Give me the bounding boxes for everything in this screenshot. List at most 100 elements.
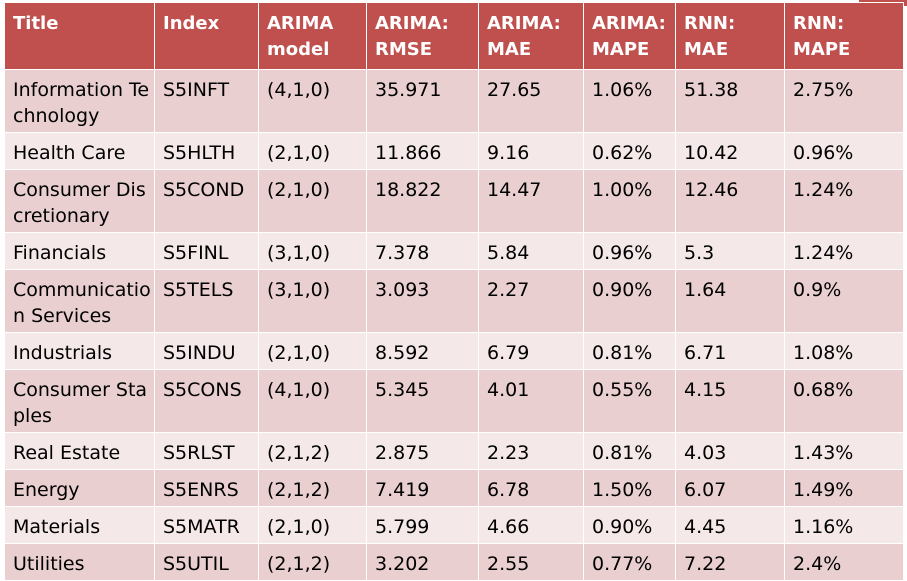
table-row: Communication Services S5TELS (3,1,0) 3.… bbox=[4, 269, 904, 333]
header-arima-model: ARIMA model bbox=[258, 2, 367, 70]
cell-rnn-mae: 6.71 bbox=[675, 332, 785, 370]
header-line1: ARIMA: bbox=[375, 13, 449, 34]
cell-rnn-mape: 1.24% bbox=[784, 232, 904, 270]
header-line1: RNN: bbox=[793, 13, 845, 34]
cell-arima-rmse: 5.799 bbox=[366, 506, 479, 544]
cell-arima-model: (2,1,0) bbox=[258, 169, 367, 233]
cell-title: Materials bbox=[4, 506, 155, 544]
cell-rnn-mape: 0.68% bbox=[784, 369, 904, 433]
table-row: Industrials S5INDU (2,1,0) 8.592 6.79 0.… bbox=[4, 332, 904, 370]
table-row: Materials S5MATR (2,1,0) 5.799 4.66 0.90… bbox=[4, 506, 904, 544]
cell-arima-model: (2,1,2) bbox=[258, 543, 367, 581]
cell-arima-mape: 1.50% bbox=[583, 469, 676, 507]
cell-rnn-mae: 6.07 bbox=[675, 469, 785, 507]
header-row: Title Index ARIMA model ARIMA: RMSE ARIMA:… bbox=[4, 2, 904, 70]
cell-arima-model: (4,1,0) bbox=[258, 69, 367, 133]
cell-rnn-mae: 4.45 bbox=[675, 506, 785, 544]
cell-arima-mae: 4.66 bbox=[478, 506, 584, 544]
cell-title: Consumer Staples bbox=[4, 369, 155, 433]
cell-rnn-mae: 10.42 bbox=[675, 132, 785, 170]
table-row: Utilities S5UTIL (2,1,2) 3.202 2.55 0.77… bbox=[4, 543, 904, 581]
table-row: Consumer Staples S5CONS (4,1,0) 5.345 4.… bbox=[4, 369, 904, 433]
header-line2: model bbox=[267, 39, 330, 60]
cell-title: Consumer Discretionary bbox=[4, 169, 155, 233]
cell-title: Information Technology bbox=[4, 69, 155, 133]
cell-title: Industrials bbox=[4, 332, 155, 370]
cell-arima-mape: 0.81% bbox=[583, 332, 676, 370]
cell-arima-mape: 0.55% bbox=[583, 369, 676, 433]
cell-index: S5UTIL bbox=[154, 543, 259, 581]
cell-index: S5MATR bbox=[154, 506, 259, 544]
cell-title: Utilities bbox=[4, 543, 155, 581]
table-header: Title Index ARIMA model ARIMA: RMSE ARIMA:… bbox=[4, 2, 904, 70]
header-line1: Index bbox=[163, 13, 220, 34]
cell-arima-mape: 1.00% bbox=[583, 169, 676, 233]
cell-rnn-mae: 51.38 bbox=[675, 69, 785, 133]
cell-arima-model: (3,1,0) bbox=[258, 269, 367, 333]
cell-index: S5INDU bbox=[154, 332, 259, 370]
cell-rnn-mape: 1.49% bbox=[784, 469, 904, 507]
cell-index: S5CONS bbox=[154, 369, 259, 433]
cell-rnn-mape: 2.4% bbox=[784, 543, 904, 581]
cell-rnn-mae: 4.03 bbox=[675, 432, 785, 470]
cell-title: Energy bbox=[4, 469, 155, 507]
cell-arima-rmse: 2.875 bbox=[366, 432, 479, 470]
results-table: Title Index ARIMA model ARIMA: RMSE ARIMA:… bbox=[4, 2, 904, 581]
cell-rnn-mape: 2.75% bbox=[784, 69, 904, 133]
cell-index: S5COND bbox=[154, 169, 259, 233]
cell-arima-mape: 0.77% bbox=[583, 543, 676, 581]
cell-arima-mae: 27.65 bbox=[478, 69, 584, 133]
cell-arima-model: (3,1,0) bbox=[258, 232, 367, 270]
cell-rnn-mape: 0.9% bbox=[784, 269, 904, 333]
header-title: Title bbox=[4, 2, 155, 70]
table-row: Real Estate S5RLST (2,1,2) 2.875 2.23 0.… bbox=[4, 432, 904, 470]
cell-index: S5ENRS bbox=[154, 469, 259, 507]
cell-arima-mae: 6.78 bbox=[478, 469, 584, 507]
cell-arima-mae: 4.01 bbox=[478, 369, 584, 433]
cell-arima-rmse: 18.822 bbox=[366, 169, 479, 233]
cell-rnn-mae: 4.15 bbox=[675, 369, 785, 433]
header-rnn-mape: RNN: MAPE bbox=[784, 2, 904, 70]
table-body: Information Technology S5INFT (4,1,0) 35… bbox=[4, 69, 904, 581]
cell-arima-model: (2,1,0) bbox=[258, 506, 367, 544]
cell-arima-mae: 6.79 bbox=[478, 332, 584, 370]
table-row: Energy S5ENRS (2,1,2) 7.419 6.78 1.50% 6… bbox=[4, 469, 904, 507]
cell-arima-mae: 14.47 bbox=[478, 169, 584, 233]
cell-arima-mape: 0.62% bbox=[583, 132, 676, 170]
cell-arima-mae: 2.23 bbox=[478, 432, 584, 470]
cell-title: Financials bbox=[4, 232, 155, 270]
header-rnn-mae: RNN: MAE bbox=[675, 2, 785, 70]
cell-index: S5INFT bbox=[154, 69, 259, 133]
cell-arima-model: (2,1,0) bbox=[258, 132, 367, 170]
header-line2: RMSE bbox=[375, 39, 433, 60]
cell-index: S5FINL bbox=[154, 232, 259, 270]
cell-rnn-mape: 0.96% bbox=[784, 132, 904, 170]
header-line1: RNN: bbox=[684, 13, 736, 34]
header-line2: MAPE bbox=[793, 39, 851, 60]
cell-rnn-mae: 7.22 bbox=[675, 543, 785, 581]
header-line2: MAE bbox=[487, 39, 532, 60]
cell-arima-rmse: 3.093 bbox=[366, 269, 479, 333]
cell-arima-mape: 0.90% bbox=[583, 269, 676, 333]
cell-arima-rmse: 35.971 bbox=[366, 69, 479, 133]
cell-rnn-mape: 1.24% bbox=[784, 169, 904, 233]
header-line1: Title bbox=[13, 13, 59, 34]
cell-arima-rmse: 7.419 bbox=[366, 469, 479, 507]
cell-arima-mape: 1.06% bbox=[583, 69, 676, 133]
table-row: Health Care S5HLTH (2,1,0) 11.866 9.16 0… bbox=[4, 132, 904, 170]
cell-index: S5RLST bbox=[154, 432, 259, 470]
header-line2: MAPE bbox=[592, 39, 650, 60]
header-line2: MAE bbox=[684, 39, 729, 60]
header-arima-mape: ARIMA: MAPE bbox=[583, 2, 676, 70]
header-line1: ARIMA: bbox=[592, 13, 666, 34]
cell-arima-model: (2,1,0) bbox=[258, 332, 367, 370]
cell-arima-model: (4,1,0) bbox=[258, 369, 367, 433]
header-line1: ARIMA: bbox=[487, 13, 561, 34]
cell-arima-mae: 9.16 bbox=[478, 132, 584, 170]
table-row: Financials S5FINL (3,1,0) 7.378 5.84 0.9… bbox=[4, 232, 904, 270]
cell-arima-mape: 0.90% bbox=[583, 506, 676, 544]
header-line1: ARIMA bbox=[267, 13, 334, 34]
cell-arima-mae: 5.84 bbox=[478, 232, 584, 270]
cell-arima-rmse: 7.378 bbox=[366, 232, 479, 270]
cell-rnn-mape: 1.16% bbox=[784, 506, 904, 544]
